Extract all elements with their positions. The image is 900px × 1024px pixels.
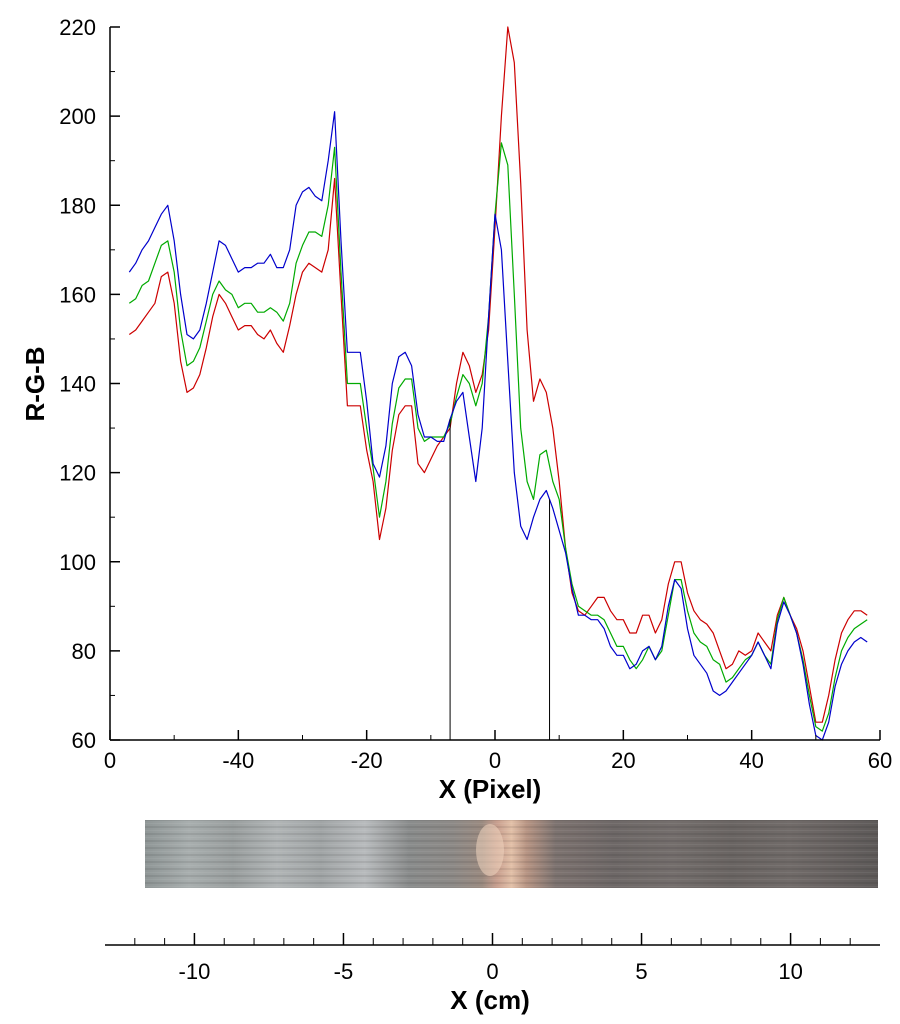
- series-line-1: [128, 26, 868, 723]
- cm-tick-label: 0: [486, 959, 498, 984]
- cm-axis-ticks: -10 -5 0 5 10: [134, 933, 851, 984]
- x-tick-label: 60: [868, 748, 892, 773]
- plot-area: [128, 26, 868, 741]
- cm-axis-title: X (cm): [450, 985, 529, 1015]
- y-axis-ticks: 60 80 100 120 140 160 180 200 220: [59, 15, 120, 753]
- marker-group: [449, 419, 551, 740]
- y-axis-title: R-G-B: [20, 346, 50, 421]
- y-tick-label: 180: [59, 193, 96, 218]
- image-strip: [145, 820, 878, 888]
- series-group: [128, 26, 868, 741]
- x-tick-label: 0: [489, 748, 501, 773]
- y-tick-label: 80: [72, 639, 96, 664]
- cm-tick-label: -10: [179, 959, 211, 984]
- x-tick-label: 40: [739, 748, 763, 773]
- x-tick-label: -20: [351, 748, 383, 773]
- y-tick-label: 160: [59, 282, 96, 307]
- y-tick-label: 120: [59, 461, 96, 486]
- x-axis-ticks: 0 -40 -20 0 20 40 60: [104, 730, 892, 773]
- x-tick-label: -40: [222, 748, 254, 773]
- x-tick-label: 20: [611, 748, 635, 773]
- x-axis-title: X (Pixel): [439, 774, 542, 804]
- cm-tick-label: -5: [334, 959, 354, 984]
- series-line-2: [128, 142, 868, 732]
- cm-tick-label: 5: [635, 959, 647, 984]
- y-tick-label: 60: [72, 728, 96, 753]
- y-tick-label: 140: [59, 372, 96, 397]
- y-tick-label: 220: [59, 15, 96, 40]
- series-line-3: [128, 111, 868, 741]
- cm-tick-label: 10: [778, 959, 802, 984]
- y-tick-label: 100: [59, 550, 96, 575]
- y-tick-label: 200: [59, 104, 96, 129]
- x-tick-label: 0: [104, 748, 116, 773]
